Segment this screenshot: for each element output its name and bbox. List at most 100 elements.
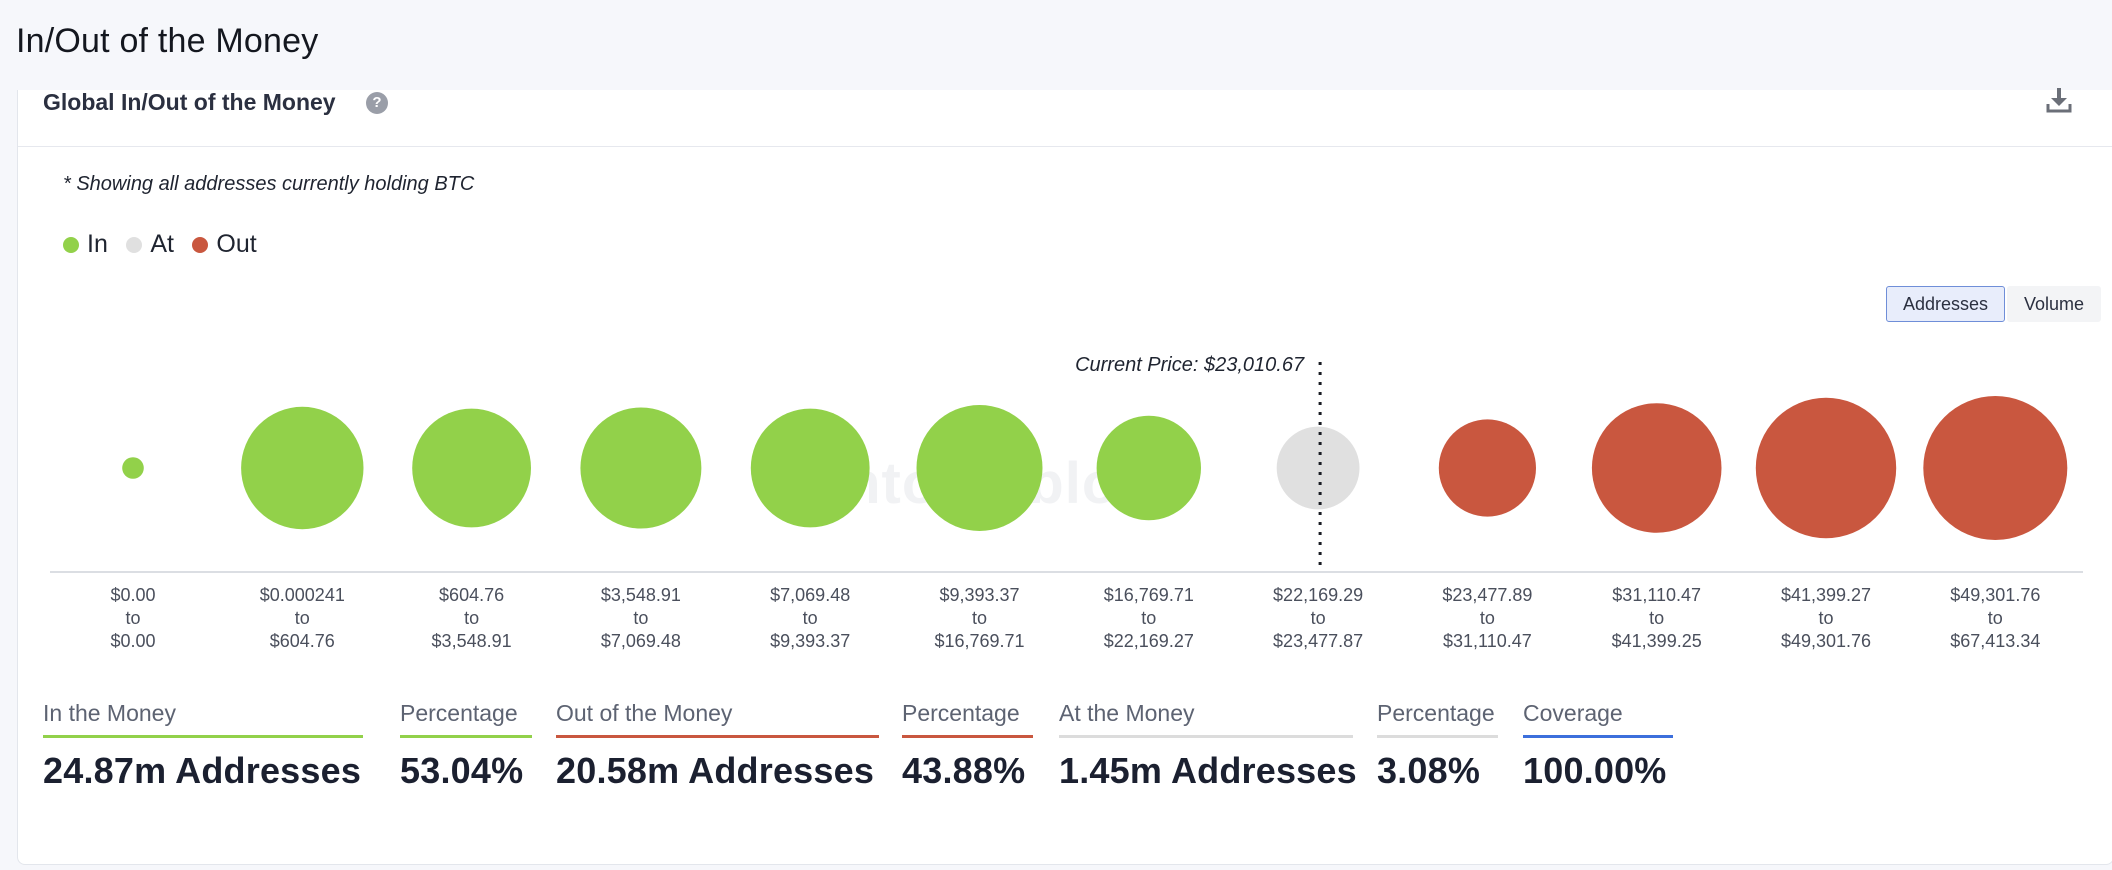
stat-in-the-money: In the Money 24.87m Addresses — [43, 700, 363, 792]
bubble-in-6[interactable] — [1096, 415, 1202, 521]
price-range-label: $23,477.89 to $31,110.47 — [1397, 584, 1577, 653]
card-header: Global In/Out of the Money ? — [18, 88, 2112, 147]
range-to: $0.00 — [110, 631, 156, 651]
card-title: Global In/Out of the Money — [43, 89, 336, 115]
price-range-label: $31,110.47 to $41,399.25 — [1567, 584, 1747, 653]
range-from: $0.000241 — [259, 585, 345, 605]
stat-underline — [1523, 735, 1673, 738]
legend-out[interactable]: Out — [192, 230, 257, 259]
price-range-label: $0.00 to $0.00 — [43, 584, 223, 653]
stat-underline — [902, 735, 1033, 738]
stat-underline — [1377, 735, 1498, 738]
stat-value: 43.88% — [902, 750, 1026, 791]
stat-underline — [43, 735, 363, 738]
legend: In At Out — [63, 230, 271, 260]
range-to: $67,413.34 — [1950, 631, 2041, 651]
range-connector: to — [633, 608, 649, 628]
range-connector: to — [1818, 608, 1834, 628]
price-range-label: $0.000241 to $604.76 — [212, 584, 392, 653]
bubble-in-0[interactable] — [122, 457, 144, 479]
stat-label: Percentage — [400, 700, 518, 726]
price-range-label: $3,548.91 to $7,069.48 — [551, 584, 731, 653]
bubble-out-10[interactable] — [1755, 397, 1897, 539]
range-to: $31,110.47 — [1443, 631, 1532, 651]
page-header: In/Out of the Money — [0, 0, 2112, 90]
range-to: $41,399.25 — [1611, 631, 1702, 651]
stat-value: 24.87m Addresses — [43, 750, 362, 791]
range-from: $49,301.76 — [1950, 585, 2041, 605]
bubble-out-9[interactable] — [1591, 403, 1722, 533]
bubble-at-7[interactable] — [1276, 426, 1360, 510]
range-to: $9,393.37 — [770, 631, 851, 651]
range-from: $22,169.29 — [1273, 585, 1364, 605]
range-from: $7,069.48 — [770, 585, 851, 605]
stat-value: 100.00% — [1523, 750, 1667, 791]
page-title: In/Out of the Money — [16, 22, 319, 60]
range-connector: to — [1141, 608, 1157, 628]
stat-value: 3.08% — [1377, 750, 1481, 791]
range-connector: to — [294, 608, 310, 628]
range-to: $16,769.71 — [934, 631, 1025, 651]
range-connector: to — [1987, 608, 2003, 628]
range-to: $22,169.27 — [1103, 631, 1194, 651]
price-range-label: $604.76 to $3,548.91 — [382, 584, 562, 653]
legend-in[interactable]: In — [63, 230, 108, 259]
range-connector: to — [464, 608, 480, 628]
global-in-out-card: Global In/Out of the Money ? * Showing a… — [17, 88, 2112, 865]
range-from: $41,399.27 — [1780, 585, 1872, 605]
price-range-label: $16,769.71 to $22,169.27 — [1059, 584, 1239, 653]
legend-out-dot — [192, 236, 209, 253]
bubble-out-8[interactable] — [1438, 419, 1536, 517]
stat-label: In the Money — [43, 700, 176, 726]
price-range-label: $22,169.29 to $23,477.87 — [1228, 584, 1408, 653]
stat-value: 20.58m Addresses — [556, 750, 875, 791]
bubble-in-2[interactable] — [412, 408, 531, 528]
price-range-label: $41,399.27 to $49,301.76 — [1736, 584, 1916, 653]
stat-at-percentage: Percentage 3.08% — [1377, 700, 1498, 792]
stat-label: Percentage — [902, 700, 1020, 726]
stat-out-of-the-money: Out of the Money 20.58m Addresses — [556, 700, 879, 792]
range-from: $0.00 — [110, 585, 156, 605]
range-to: $49,301.76 — [1780, 631, 1872, 651]
legend-at-label: At — [150, 230, 174, 258]
bubble-chart: Current Price: $23,010.67 — [50, 354, 2083, 573]
stat-underline — [556, 735, 879, 738]
range-connector: to — [1649, 608, 1665, 628]
stat-out-percentage: Percentage 43.88% — [902, 700, 1033, 792]
range-connector: to — [802, 608, 818, 628]
legend-at[interactable]: At — [126, 230, 174, 259]
range-connector: to — [1479, 608, 1495, 628]
bubble-in-5[interactable] — [916, 405, 1043, 531]
current-price-label: Current Price: $23,010.67 — [1075, 354, 1305, 376]
stat-label: At the Money — [1059, 700, 1195, 726]
stat-at-the-money: At the Money 1.45m Addresses — [1059, 700, 1357, 792]
legend-in-label: In — [87, 230, 108, 258]
download-icon[interactable] — [2043, 84, 2075, 116]
stat-underline — [400, 735, 532, 738]
range-to: $23,477.87 — [1273, 631, 1364, 651]
stat-label: Coverage — [1523, 700, 1623, 726]
range-from: $16,769.71 — [1103, 585, 1194, 605]
bubble-in-3[interactable] — [580, 407, 702, 529]
price-range-label: $7,069.48 to $9,393.37 — [720, 584, 900, 653]
stat-label: Out of the Money — [556, 700, 733, 726]
stat-underline — [1059, 735, 1353, 738]
bubble-in-1[interactable] — [241, 406, 364, 530]
range-to: $604.76 — [269, 631, 335, 651]
stat-in-percentage: Percentage 53.04% — [400, 700, 532, 792]
range-connector: to — [971, 608, 987, 628]
summary-stats: In the Money 24.87m Addresses Percentage… — [18, 700, 2112, 850]
stat-value: 1.45m Addresses — [1059, 750, 1357, 791]
price-range-label: $9,393.37 to $16,769.71 — [890, 584, 1070, 653]
volume-toggle-button[interactable]: Volume — [2007, 286, 2101, 322]
range-to: $7,069.48 — [600, 631, 681, 651]
range-to: $3,548.91 — [431, 631, 512, 651]
bubble-out-11[interactable] — [1923, 396, 2068, 540]
range-from: $9,393.37 — [939, 585, 1020, 605]
stat-label: Percentage — [1377, 700, 1495, 726]
question-circle-icon[interactable]: ? — [366, 92, 388, 114]
range-connector: to — [1310, 608, 1326, 628]
bubble-in-4[interactable] — [750, 408, 870, 528]
range-from: $31,110.47 — [1612, 585, 1702, 605]
addresses-toggle-button[interactable]: Addresses — [1886, 286, 2005, 322]
